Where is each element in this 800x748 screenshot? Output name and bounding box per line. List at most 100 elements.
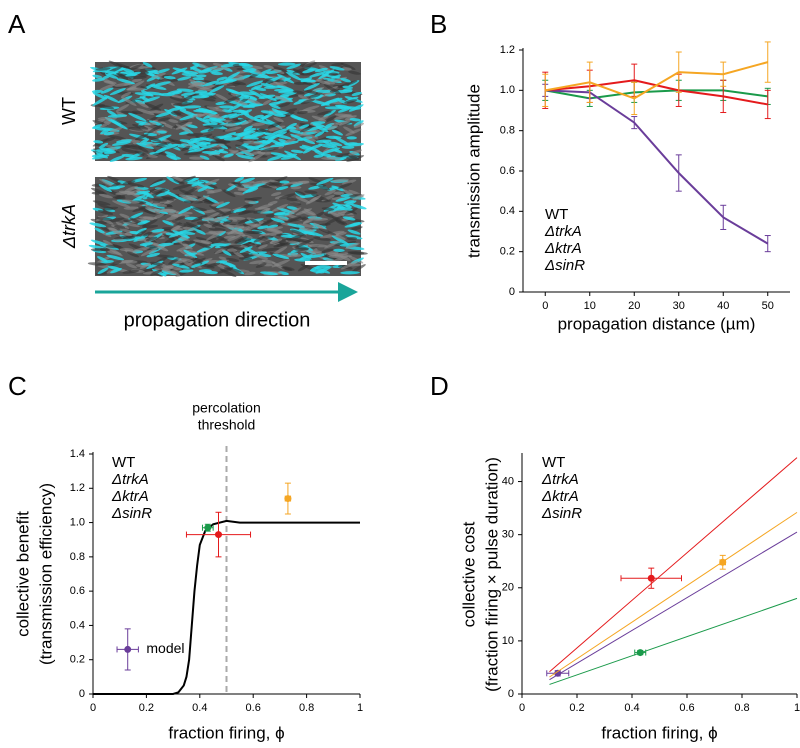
cell <box>186 141 200 149</box>
y-tick-label: 20 <box>502 582 514 594</box>
y-tick-label: 1.4 <box>70 448 85 460</box>
cell <box>234 99 248 106</box>
cell <box>268 183 283 187</box>
cell <box>255 263 267 268</box>
cell <box>292 90 305 95</box>
cell <box>271 108 284 116</box>
cell <box>277 62 296 66</box>
cell <box>157 117 171 122</box>
cell <box>241 119 255 126</box>
legend-entry: ΔsinR <box>544 257 585 274</box>
cell <box>260 110 274 114</box>
cell <box>107 260 122 268</box>
cell <box>253 137 266 142</box>
cell <box>155 254 175 259</box>
y-tick-label: 1.2 <box>500 44 515 56</box>
threshold-label: threshold <box>198 417 256 433</box>
cell <box>184 187 198 195</box>
cell <box>192 77 205 81</box>
cell <box>153 81 171 87</box>
cell <box>242 230 260 235</box>
cell <box>333 191 345 195</box>
cell <box>179 139 196 144</box>
cell <box>300 98 315 105</box>
cell <box>267 121 282 128</box>
cell <box>313 154 324 158</box>
cell <box>252 253 269 260</box>
cell <box>204 113 224 119</box>
cell <box>269 81 288 86</box>
cell <box>89 222 107 228</box>
cell <box>318 228 337 236</box>
cell <box>243 113 261 123</box>
model-label: model <box>146 640 184 656</box>
cell <box>249 260 266 265</box>
cell <box>99 248 110 252</box>
cell <box>214 155 225 162</box>
cell <box>177 76 192 81</box>
cell <box>114 195 126 199</box>
cell <box>215 93 229 102</box>
cell <box>342 200 357 208</box>
x-tick-label: 0.8 <box>299 702 314 714</box>
x-tick-label: 0.4 <box>624 702 639 714</box>
x-tick-label: 0 <box>519 702 525 714</box>
cell <box>347 229 361 235</box>
cell <box>301 133 319 139</box>
cell <box>252 180 271 185</box>
y-tick-label: 10 <box>502 635 514 647</box>
cell <box>127 80 145 90</box>
cell <box>144 102 162 111</box>
cell <box>102 206 119 211</box>
cell <box>171 220 186 227</box>
cell <box>294 247 309 252</box>
cell <box>264 132 276 137</box>
cell <box>221 249 232 256</box>
cell <box>317 110 332 116</box>
cell <box>329 88 340 93</box>
cell <box>239 256 253 261</box>
cell <box>315 89 333 93</box>
cell <box>277 271 289 276</box>
row-label: WT <box>59 97 79 125</box>
x-tick-label: 0.6 <box>246 702 261 714</box>
cell <box>175 124 192 133</box>
legend-entry: ΔsinR <box>541 505 582 522</box>
cell <box>238 210 251 216</box>
cell <box>295 196 311 204</box>
cell <box>349 118 361 122</box>
cell <box>124 185 138 192</box>
cell <box>98 104 115 110</box>
cell <box>172 102 193 106</box>
x-tick-label: 0.6 <box>679 702 694 714</box>
cell <box>148 110 167 114</box>
cell <box>203 211 221 222</box>
y-tick-label: 0.2 <box>500 246 515 258</box>
cell <box>239 91 257 96</box>
cell <box>132 124 149 130</box>
x-tick-label: 0.8 <box>734 702 749 714</box>
cell <box>244 200 257 204</box>
cell <box>348 104 364 112</box>
cell <box>266 224 279 229</box>
cell <box>122 180 136 186</box>
cell <box>103 80 117 85</box>
cell <box>107 114 128 118</box>
cell <box>299 254 313 261</box>
cell <box>192 207 208 212</box>
cell <box>267 227 283 233</box>
cell <box>287 233 305 242</box>
cell <box>308 253 327 259</box>
cell <box>226 82 241 87</box>
cell <box>314 266 331 274</box>
cell <box>182 105 202 109</box>
legend-entry: ΔsinR <box>111 505 152 522</box>
cell <box>351 91 362 97</box>
cell <box>318 143 335 149</box>
cell <box>244 135 259 140</box>
cell <box>146 252 160 258</box>
legend-entry: ΔktrA <box>111 488 149 505</box>
cell <box>115 104 130 112</box>
cell <box>276 85 294 91</box>
legend-entry: ΔtrkA <box>544 223 582 240</box>
